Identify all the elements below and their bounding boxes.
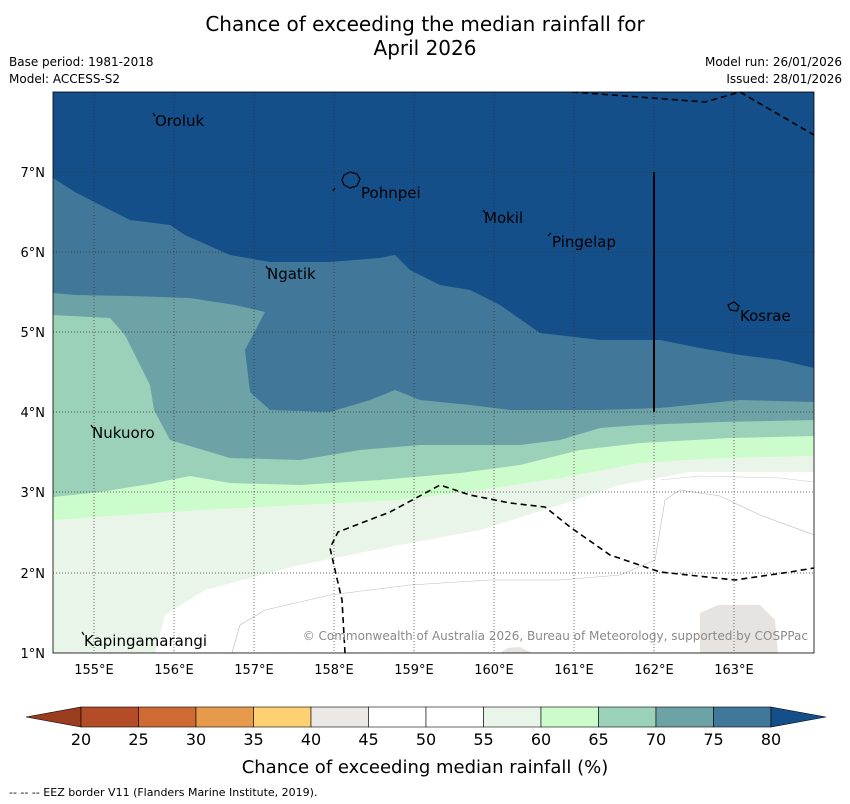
place-kosrae: Kosrae	[740, 307, 791, 325]
lon-label: 162°E	[634, 663, 674, 678]
place-labels: Oroluk Pohnpei Mokil Pingelap Ngatik Kos…	[84, 112, 791, 650]
lon-label: 155°E	[74, 663, 114, 678]
model-name: Model: ACCESS-S2	[9, 72, 121, 86]
colorbar-40-45	[310, 706, 369, 728]
kosrae-island	[727, 301, 740, 312]
map-frame	[52, 91, 815, 654]
colorbar-50-55	[425, 706, 484, 728]
lon-label: 156°E	[154, 663, 194, 678]
lat-label: 6°N	[21, 246, 46, 261]
lat-label: 5°N	[21, 326, 46, 341]
lon-label: 160°E	[474, 663, 514, 678]
title-line-2: April 2026	[373, 36, 477, 60]
colorbar-70-75	[655, 706, 714, 728]
colorbar-ticks: 20 25 30 35 40 45 50 55 60 65 70 75 80	[71, 730, 781, 749]
lon-label: 163°E	[714, 663, 754, 678]
colorbar-30-35	[195, 706, 254, 728]
contour-50b	[659, 475, 814, 483]
colorbar-25-30	[138, 706, 197, 728]
place-ngatik: Ngatik	[267, 265, 316, 283]
colorbar-65-70	[598, 706, 657, 728]
base-period: Base period: 1981-2018	[9, 55, 154, 69]
colorbar-60-65	[540, 706, 599, 728]
band-gt80	[53, 92, 814, 368]
issued-date: Issued: 28/01/2026	[726, 72, 842, 86]
pohnpei-island	[341, 171, 361, 189]
place-mokil: Mokil	[484, 209, 523, 227]
colorbar	[25, 706, 827, 728]
place-kapingamarangi: Kapingamarangi	[84, 632, 207, 650]
band-45-55	[155, 472, 814, 653]
map-title: Chance of exceeding the median rainfall …	[0, 12, 850, 60]
band-40-45-south	[500, 647, 532, 653]
meta-right: Model run: 26/01/2026 Issued: 28/01/2026	[705, 54, 842, 88]
lon-label: 158°E	[314, 663, 354, 678]
probability-bands	[53, 92, 814, 653]
colorbar-tick: 25	[128, 730, 148, 749]
colorbar-tick: 70	[646, 730, 666, 749]
copyright-notice: © Commonwealth of Australia 2026, Bureau…	[303, 629, 808, 643]
colorbar-label: Chance of exceeding median rainfall (%)	[241, 757, 609, 778]
colorbar-tick: 80	[761, 730, 781, 749]
lon-label: 159°E	[394, 663, 434, 678]
place-pohnpei: Pohnpei	[361, 184, 421, 202]
lon-axis-labels: 155°E 156°E 157°E 158°E 159°E 160°E 161°…	[74, 663, 754, 678]
colorbar-tick: 45	[358, 730, 378, 749]
colorbar-35-40	[253, 706, 312, 728]
colorbar-45-50	[368, 706, 427, 728]
footer-note: -- -- -- EEZ border V11 (Flanders Marine…	[9, 786, 318, 799]
colorbar-tick: 50	[416, 730, 436, 749]
colorbar-75-80	[713, 706, 772, 728]
lat-label: 2°N	[21, 567, 46, 582]
lat-label: 3°N	[21, 486, 46, 501]
lat-label: 7°N	[21, 166, 46, 181]
colorbar-tick: 30	[186, 730, 206, 749]
meta-left: Base period: 1981-2018 Model: ACCESS-S2	[9, 54, 154, 88]
model-run: Model run: 26/01/2026	[704, 55, 842, 69]
place-pingelap: Pingelap	[552, 233, 616, 251]
colorbar-20-25	[80, 706, 139, 728]
eez-borders	[329, 92, 814, 653]
colorbar-tick: 20	[71, 730, 91, 749]
colorbar-55-60	[483, 706, 542, 728]
colorbar-lt20	[25, 706, 82, 728]
lat-axis-labels: 7°N 6°N 5°N 4°N 3°N 2°N 1°N	[21, 166, 46, 662]
band-40-45-east	[700, 605, 778, 653]
lon-label: 161°E	[554, 663, 594, 678]
colorbar-gt80	[770, 706, 827, 728]
lat-label: 1°N	[21, 647, 46, 662]
colorbar-tick: 65	[588, 730, 608, 749]
lat-label: 4°N	[21, 406, 46, 421]
colorbar-tick: 55	[473, 730, 493, 749]
colorbar-tick: 60	[531, 730, 551, 749]
contour-50	[231, 489, 814, 653]
colorbar-tick: 40	[301, 730, 321, 749]
islands	[81, 112, 740, 636]
place-nukuoro: Nukuoro	[92, 424, 155, 442]
lon-label: 157°E	[234, 663, 274, 678]
colorbar-tick: 35	[243, 730, 263, 749]
place-oroluk: Oroluk	[155, 112, 204, 130]
colorbar-tick: 75	[703, 730, 723, 749]
title-line-1: Chance of exceeding the median rainfall …	[205, 12, 645, 36]
